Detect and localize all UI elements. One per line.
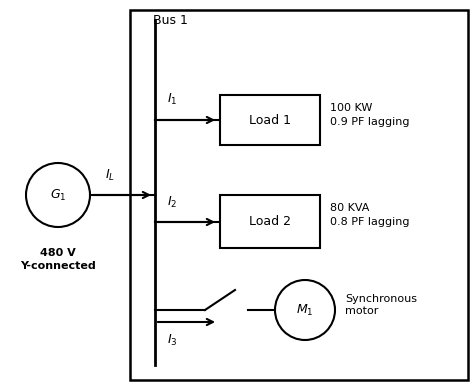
Text: $I_3$: $I_3$ xyxy=(167,333,177,348)
Text: 80 KVA: 80 KVA xyxy=(330,203,369,213)
Bar xyxy=(220,95,320,145)
Text: $G_1$: $G_1$ xyxy=(50,187,66,203)
Bar xyxy=(130,10,468,380)
Text: 0.8 PF lagging: 0.8 PF lagging xyxy=(330,217,410,227)
Text: Y-connected: Y-connected xyxy=(20,261,96,271)
Text: $I_1$: $I_1$ xyxy=(167,92,177,107)
Text: 100 KW: 100 KW xyxy=(330,103,373,113)
Text: Load 2: Load 2 xyxy=(249,215,291,228)
Text: $I_L$: $I_L$ xyxy=(105,168,115,183)
Circle shape xyxy=(275,280,335,340)
Circle shape xyxy=(26,163,90,227)
Text: 0.9 PF lagging: 0.9 PF lagging xyxy=(330,117,410,127)
Text: 480 V: 480 V xyxy=(40,248,76,258)
Text: Synchronous
motor: Synchronous motor xyxy=(345,294,417,316)
Text: $I_2$: $I_2$ xyxy=(167,195,177,210)
Bar xyxy=(220,195,320,248)
Text: $M_1$: $M_1$ xyxy=(296,303,314,317)
Text: Load 1: Load 1 xyxy=(249,113,291,127)
Text: Bus 1: Bus 1 xyxy=(153,14,188,27)
